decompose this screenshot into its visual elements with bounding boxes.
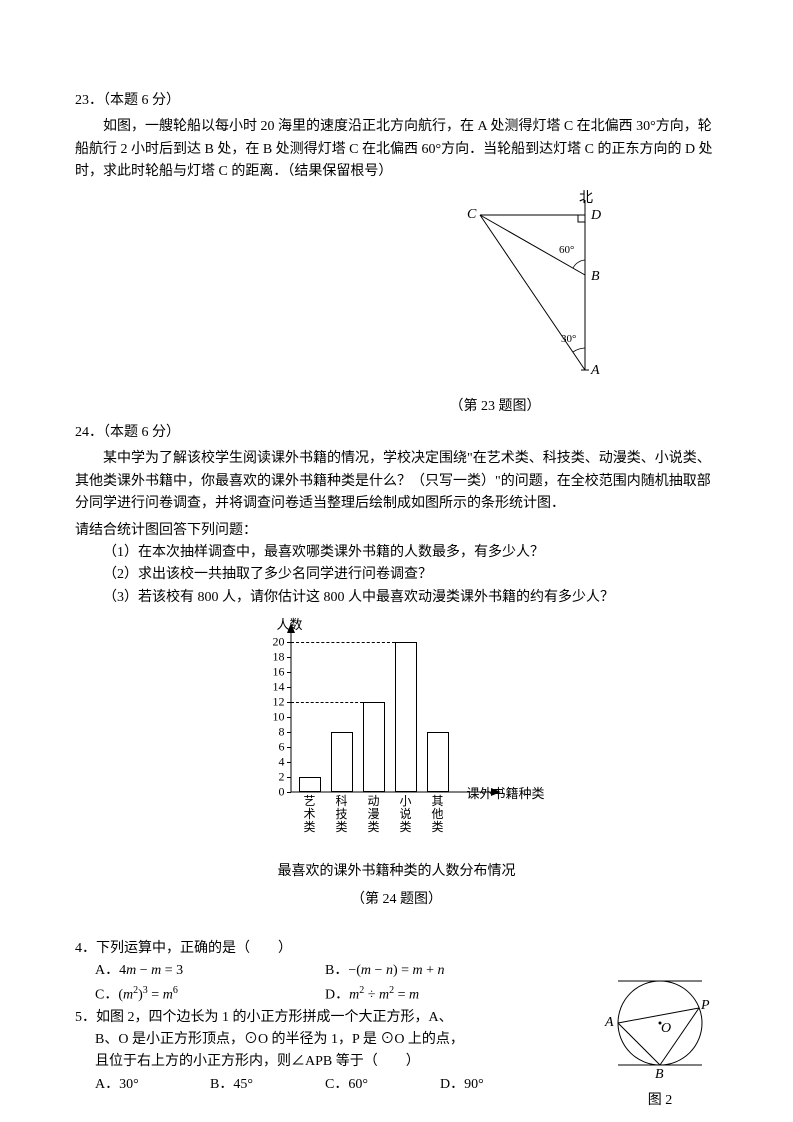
q24-sub1: （1）在本次抽样调查中，最喜欢哪类课外书籍的人数最多，有多少人？ <box>75 542 718 564</box>
q5-A: A．30° <box>95 1074 210 1096</box>
q4-D: D．m2 ÷ m2 = m <box>325 983 555 1007</box>
q24-header: 24．（本题 6 分） <box>75 422 718 444</box>
q23-body: 如图，一艘轮船以每小时 20 海里的速度沿正北方向航行，在 A 处测得灯塔 C … <box>75 116 718 183</box>
label-A: A <box>591 360 600 382</box>
q24-caption: （第 24 题图） <box>75 889 718 911</box>
bar <box>427 732 449 792</box>
label-B: B <box>591 266 600 288</box>
ylabel: 人数 <box>277 615 303 636</box>
label-C: C <box>467 204 476 226</box>
category-label: 小说类 <box>392 795 420 835</box>
category-label: 其他类 <box>424 795 452 835</box>
q5-C: C．60° <box>325 1074 440 1096</box>
q5-D: D．90° <box>440 1074 555 1096</box>
label-O: O <box>661 1018 671 1040</box>
q4-A: A．4m − m = 3 <box>95 960 325 982</box>
angle-30: 30° <box>561 331 576 349</box>
q23-header: 23．（本题 6 分） <box>75 90 718 112</box>
q24-body2: 请结合统计图回答下列问题： <box>75 520 718 542</box>
q4-header: 4．下列运算中，正确的是（ ） <box>75 938 718 960</box>
q5-line1: 5．如图 2，四个边长为 1 的小正方形拼成一个大正方形，A、 <box>75 1007 535 1029</box>
bar <box>363 702 385 792</box>
xlabel: 课外书籍种类 <box>467 784 545 805</box>
q24-sub3: （3）若该校有 800 人，请你估计这 800 人中最喜欢动漫类课外书籍的约有多… <box>75 587 718 609</box>
label-B2: B <box>655 1064 664 1086</box>
q5-figure: A B P O 图 2 <box>605 968 715 1088</box>
bar <box>395 642 417 792</box>
q23-figure: 北 C D B A 60° 30° <box>445 190 605 390</box>
page: 23．（本题 6 分） 如图，一艘轮船以每小时 20 海里的速度沿正北方向航行，… <box>0 0 793 1122</box>
angle-60: 60° <box>559 242 574 260</box>
label-P: P <box>701 995 710 1017</box>
q23: 23．（本题 6 分） 如图，一艘轮船以每小时 20 海里的速度沿正北方向航行，… <box>75 90 718 418</box>
q4-B: B．−(m − n) = m + n <box>325 960 555 982</box>
q24-body1: 某中学为了解该校学生阅读课外书籍的情况，学校决定围绕"在艺术类、科技类、动漫类、… <box>75 448 718 515</box>
q24-sub2: （2）求出该校一共抽取了多少名同学进行问卷调查？ <box>75 564 718 586</box>
q5-line3: 且位于右上方的小正方形内，则∠APB 等于（ ） <box>75 1051 535 1073</box>
label-D: D <box>591 205 601 227</box>
bar <box>331 732 353 792</box>
label-A2: A <box>605 1012 614 1034</box>
q23-caption: （第 23 题图） <box>385 396 605 418</box>
q24-chart-title: 最喜欢的课外书籍种类的人数分布情况 <box>75 861 718 883</box>
category-label: 动漫类 <box>360 795 388 835</box>
q4-C: C．(m2)3 = m6 <box>95 983 325 1007</box>
category-label: 艺术类 <box>296 795 324 835</box>
bar <box>299 777 321 792</box>
q5-text: 5．如图 2，四个边长为 1 的小正方形拼成一个大正方形，A、 B、O 是小正方… <box>75 1007 535 1074</box>
q24-chart: 02468101214161820 艺术类科技类动漫类小说类其他类 人数 课外书… <box>247 617 547 837</box>
q5-B: B．45° <box>210 1074 325 1096</box>
q24: 24．（本题 6 分） 某中学为了解该校学生阅读课外书籍的情况，学校决定围绕"在… <box>75 422 718 912</box>
q5-caption: 图 2 <box>605 1090 715 1112</box>
q5-line2: B、O 是小正方形顶点，⊙O 的半径为 1，P 是 ⊙O 上的点， <box>75 1029 535 1051</box>
category-label: 科技类 <box>328 795 356 835</box>
